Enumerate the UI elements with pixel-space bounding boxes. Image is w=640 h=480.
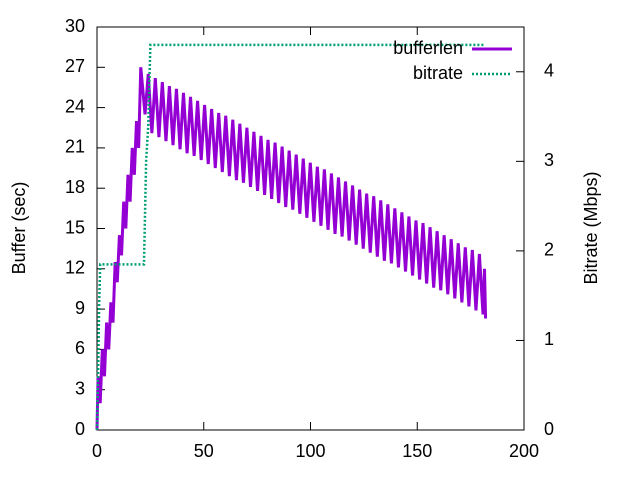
y-tick-label: 12 (65, 258, 85, 278)
y-tick-label: 0 (75, 419, 85, 439)
y2-tick-label: 1 (544, 329, 554, 349)
x-tick-label: 0 (92, 441, 102, 461)
y2-tick-label: 4 (544, 61, 554, 81)
y-tick-label: 15 (65, 217, 85, 237)
y-tick-label: 30 (65, 16, 85, 36)
y2-axis-label: Bitrate (Mbps) (581, 171, 601, 284)
y-axis-label: Buffer (sec) (9, 182, 29, 275)
y2-tick-label: 0 (544, 419, 554, 439)
y-tick-label: 9 (75, 298, 85, 318)
y-tick-label: 18 (65, 177, 85, 197)
x-tick-label: 200 (509, 441, 539, 461)
y-tick-label: 3 (75, 378, 85, 398)
y-tick-label: 27 (65, 56, 85, 76)
y2-tick-label: 3 (544, 150, 554, 170)
y2-tick-label: 2 (544, 240, 554, 260)
legend-label: bufferlen (393, 38, 463, 58)
y-tick-label: 6 (75, 338, 85, 358)
y-tick-label: 21 (65, 137, 85, 157)
series-line (95, 43, 484, 431)
series-line (95, 67, 488, 431)
legend-label: bitrate (413, 63, 463, 83)
x-tick-label: 150 (402, 441, 432, 461)
x-tick-label: 100 (295, 441, 325, 461)
x-tick-label: 50 (194, 441, 214, 461)
y-tick-label: 24 (65, 96, 85, 116)
